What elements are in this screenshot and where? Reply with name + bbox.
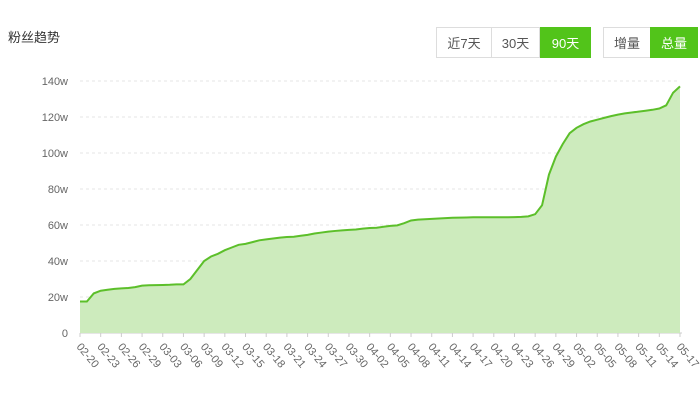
chart-title: 粉丝趋势 xyxy=(8,30,60,45)
x-tick-label: 03-03 xyxy=(156,341,183,370)
x-tick-label: 04-14 xyxy=(446,341,473,370)
filter-button[interactable]: 90天 xyxy=(540,27,591,58)
x-tick-label: 05-05 xyxy=(591,341,618,370)
x-tick-label: 05-08 xyxy=(612,341,639,370)
y-tick-label: 0 xyxy=(62,328,68,340)
x-tick-label: 04-02 xyxy=(363,341,390,370)
x-tick-label: 03-24 xyxy=(301,341,328,370)
line xyxy=(80,85,681,303)
x-tick-label: 03-12 xyxy=(219,341,246,370)
filter-button[interactable]: 30天 xyxy=(491,27,540,58)
x-tick-label: 03-21 xyxy=(281,341,308,370)
x-tick-label: 04-20 xyxy=(487,341,514,370)
x-tick-label: 04-05 xyxy=(384,341,411,370)
x-tick-label: 03-18 xyxy=(260,341,287,370)
y-tick-label: 120w xyxy=(42,112,68,124)
y-tick-label: 60w xyxy=(48,220,68,232)
area xyxy=(80,86,680,334)
y-tick-label: 100w xyxy=(42,148,68,160)
y-tick-label: 20w xyxy=(48,292,68,304)
x-tick-label: 02-23 xyxy=(94,341,121,370)
x-tick-label: 05-14 xyxy=(653,341,680,370)
y-tick-label: 140w xyxy=(42,76,68,88)
filter-button[interactable]: 总量 xyxy=(650,27,698,58)
x-tick-label: 04-23 xyxy=(508,341,535,370)
x-tick-label: 04-11 xyxy=(425,341,452,370)
x-tick-label: 04-26 xyxy=(529,341,556,370)
x-tick-label: 03-09 xyxy=(198,341,225,370)
x-tick-label: 05-17 xyxy=(674,341,700,370)
x-tick-label: 02-26 xyxy=(115,341,142,370)
y-tick-label: 80w xyxy=(48,184,68,196)
x-tick-label: 04-08 xyxy=(405,341,432,370)
x-tick-label: 03-30 xyxy=(343,341,370,370)
filter-button[interactable]: 增量 xyxy=(603,27,651,58)
x-tick-label: 03-06 xyxy=(177,341,204,370)
x-tick-label: 02-29 xyxy=(136,341,163,370)
filter-button[interactable]: 近7天 xyxy=(436,27,492,58)
x-tick-label: 04-17 xyxy=(467,341,494,370)
x-tick-label: 02-20 xyxy=(74,341,101,370)
x-tick-label: 03-27 xyxy=(322,341,349,370)
x-tick-label: 03-15 xyxy=(239,341,266,370)
x-tick-label: 05-11 xyxy=(632,341,659,370)
y-tick-label: 40w xyxy=(48,256,68,268)
x-tick-label: 05-02 xyxy=(570,341,597,370)
x-tick-label: 04-29 xyxy=(550,341,577,370)
